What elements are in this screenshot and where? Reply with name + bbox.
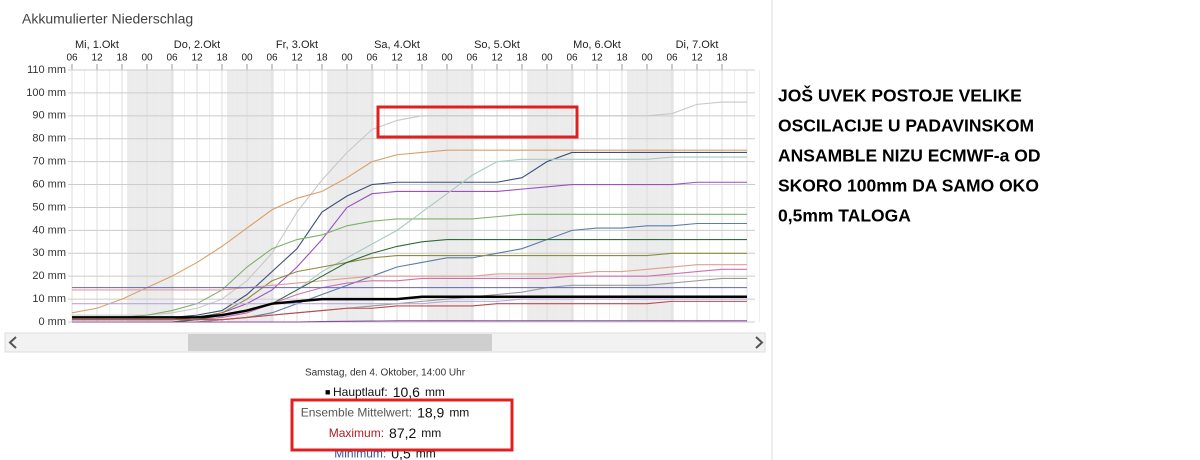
series-line: [72, 238, 747, 323]
highlight-box: [376, 105, 579, 139]
hour-label: 00: [141, 53, 153, 64]
hour-label: 12: [591, 53, 603, 64]
tooltip-unit: mm: [421, 426, 441, 440]
y-tick-label: 110 mm: [27, 64, 66, 76]
y-tick-label: 30 mm: [32, 247, 66, 259]
tooltip-unit: mm: [425, 385, 445, 399]
hour-label: 18: [616, 53, 628, 64]
tooltip-date: Samstag, den 4. Oktober, 14:00 Uhr: [305, 368, 466, 379]
hour-label: 18: [516, 53, 528, 64]
annotation-line: JOŠ UVEK POSTOJE VELIKE: [778, 85, 1022, 106]
day-label: Do, 2.Okt: [174, 39, 220, 51]
tooltip-label: Hauptlauf:: [333, 385, 388, 399]
tooltip-value: 0,5: [391, 445, 411, 460]
hour-label: 12: [491, 53, 503, 64]
hour-label: 12: [291, 53, 303, 64]
day-label: So, 5.Okt: [474, 39, 520, 51]
y-tick-label: 50 mm: [32, 201, 66, 213]
series-line: [72, 101, 747, 316]
hour-label: 18: [316, 53, 328, 64]
tooltip-row: Minimum: 0,5 mm: [334, 445, 435, 460]
annotation-line: SKORO 100mm DA SAMO OKO: [778, 176, 1039, 196]
y-tick-label: 100 mm: [26, 87, 66, 99]
hour-label: 12: [91, 53, 103, 64]
hour-label: 18: [216, 53, 228, 64]
scrollbar[interactable]: [4, 332, 766, 353]
hour-label: 00: [541, 53, 553, 64]
hour-label: 06: [266, 53, 278, 64]
y-tick-label: 40 mm: [32, 224, 66, 236]
series-line: [72, 320, 747, 323]
marker: ■: [325, 387, 333, 397]
hour-label: 18: [416, 53, 428, 64]
day-label: Sa, 4.Okt: [374, 39, 420, 51]
day-label: Fr, 3.Okt: [276, 39, 318, 51]
series-line: [72, 298, 747, 305]
scroll-thumb[interactable]: [188, 334, 492, 351]
day-label: Di, 7.Okt: [676, 39, 719, 51]
hour-label: 18: [716, 53, 728, 64]
hour-label: 12: [191, 53, 203, 64]
hour-label: 06: [366, 53, 378, 64]
y-tick-label: 70 mm: [32, 156, 66, 168]
hour-label: 06: [566, 53, 578, 64]
hour-label: 00: [341, 53, 353, 64]
hour-label: 06: [666, 53, 678, 64]
hour-label: 00: [441, 53, 453, 64]
hour-label: 00: [241, 53, 253, 64]
annotation-line: 0,5mm TALOGA: [778, 206, 911, 226]
chart: 06 12 18 00 06 12 18 00 06 12 18 00 06 12 18 00 06 12 18 00…: [26, 39, 760, 328]
hour-label: 06: [466, 53, 478, 64]
annotation-line: OSCILACIJE U PADAVINSKOM: [778, 116, 1034, 136]
series-line: [72, 295, 747, 319]
tooltip-unit: mm: [449, 406, 469, 420]
scroll-right[interactable]: [755, 336, 764, 349]
series-line: [72, 300, 747, 321]
series-line: [72, 264, 747, 291]
day-label: Mi, 1.Okt: [75, 39, 119, 51]
y-tick-label: 80 mm: [32, 133, 66, 145]
series-line: [72, 213, 747, 318]
y-tick-label: 20 mm: [32, 270, 66, 282]
series-line: [71, 149, 747, 314]
y-tick-label: 10 mm: [32, 293, 66, 305]
highlight-box: [290, 398, 514, 452]
day-label: Mo, 6.Okt: [573, 39, 621, 51]
hour-label: 06: [66, 53, 78, 64]
tooltip-row: ■ Hauptlauf: 10,6 mm: [325, 384, 445, 400]
tooltip-value: 87,2: [389, 425, 416, 441]
annotation-line: ANSAMBLE NIZU ECMWF-a OD: [778, 146, 1040, 166]
tooltip-label: Maximum:: [329, 426, 384, 440]
tooltip-value: 18,9: [417, 404, 444, 420]
hour-label: 12: [691, 53, 703, 64]
tooltip-value: 10,6: [393, 384, 420, 400]
y-tick-label: 90 mm: [32, 110, 66, 122]
tooltip-row: Ensemble Mittelwert: 18,9 mm: [301, 404, 470, 420]
y-tick-label: 0 mm: [39, 316, 67, 328]
y-tick-label: 60 mm: [32, 178, 66, 190]
hour-label: 00: [641, 53, 653, 64]
chart-title: Akkumulierter Niederschlag: [22, 11, 193, 27]
hour-label: 06: [166, 53, 178, 64]
scroll-left[interactable]: [8, 336, 17, 349]
hour-label: 12: [391, 53, 403, 64]
hour-label: 18: [116, 53, 128, 64]
tooltip-label: Ensemble Mittelwert:: [301, 406, 412, 420]
annotation: JOŠ UVEK POSTOJE VELIKE OSCILACIJE U PADA…: [778, 85, 1040, 226]
tooltip-row: Maximum: 87,2 mm: [329, 425, 442, 441]
